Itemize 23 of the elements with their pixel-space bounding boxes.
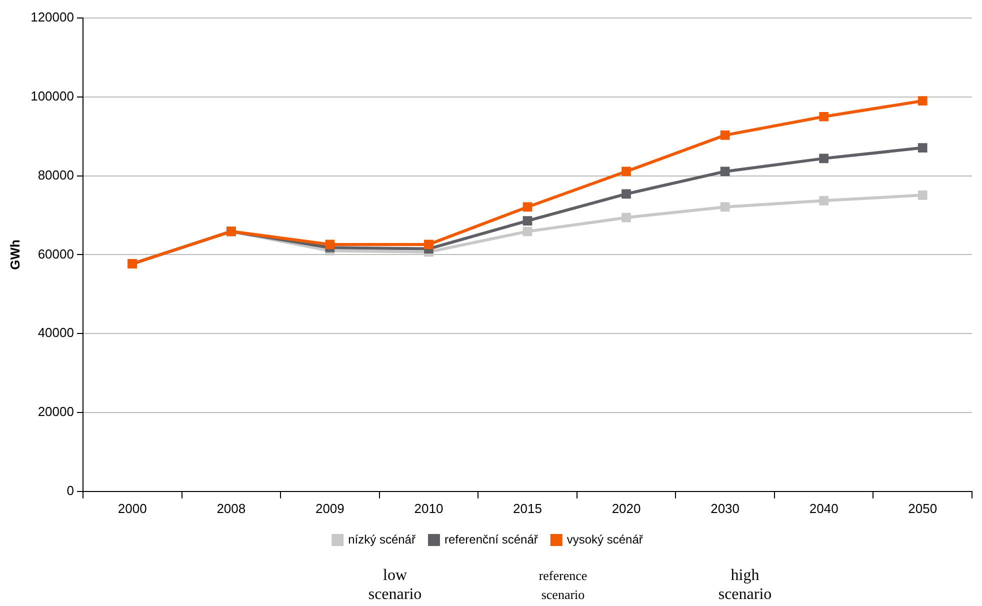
y-tick-label: 80000 [38,167,74,182]
y-tick-label: 20000 [38,404,74,420]
y-tick-label: 0 [66,482,74,498]
text: reference scenario [538,567,588,604]
x-tick-label: 2000 [118,500,147,516]
x-tick-label: 2009 [315,500,344,516]
y-tick-label: 100000 [30,88,74,104]
legend-label: nízký scénář [348,532,416,546]
text: low scenario [367,566,423,604]
text: high scenario [717,566,773,604]
x-tick-label: 2040 [809,500,838,516]
x-tick-label: 2015 [513,500,542,516]
legend-label: vysoký scénář [566,532,644,546]
y-tick-label: 120000 [30,10,74,25]
x-tick-label: 2010 [414,500,444,516]
x-tick-label: 2020 [612,500,641,516]
x-tick-label: 2050 [908,500,938,516]
x-tick-label: 2008 [216,500,246,516]
y-axis-title: GWh [7,239,22,270]
y-tick-label: 60000 [38,246,74,262]
legend-label: referenční scénář [444,532,539,546]
y-tick-label: 40000 [38,325,74,340]
x-tick-label: 2030 [710,500,740,516]
